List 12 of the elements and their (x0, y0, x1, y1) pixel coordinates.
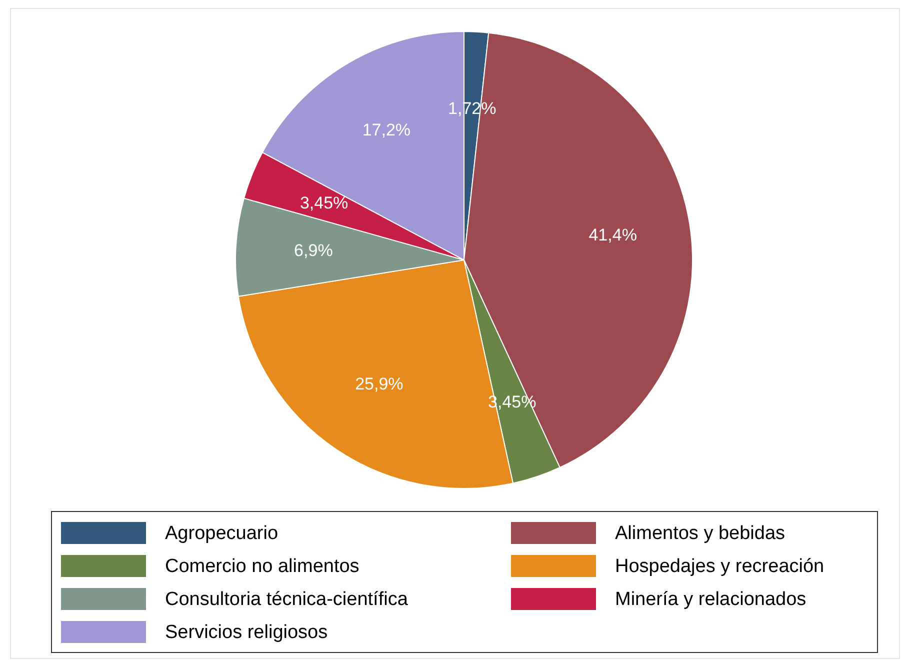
legend-label: Minería y relacionados (615, 589, 806, 610)
legend-label: Servicios religiosos (165, 622, 328, 644)
legend-label: Agropecuario (165, 523, 278, 544)
legend-label: Hospedajes y recreación (615, 556, 824, 578)
legend-label: Consultoria técnica-científica (165, 589, 408, 610)
data-label: 17,2% (362, 120, 411, 140)
data-label: 3,45% (300, 193, 348, 212)
data-label: 25,9% (355, 374, 404, 394)
legend-label: Alimentos y bebidas (615, 523, 786, 544)
data-label: 6,9% (294, 241, 333, 260)
legend-label: Comercio no alimentos (165, 556, 360, 578)
data-label: 41,4% (588, 225, 637, 244)
